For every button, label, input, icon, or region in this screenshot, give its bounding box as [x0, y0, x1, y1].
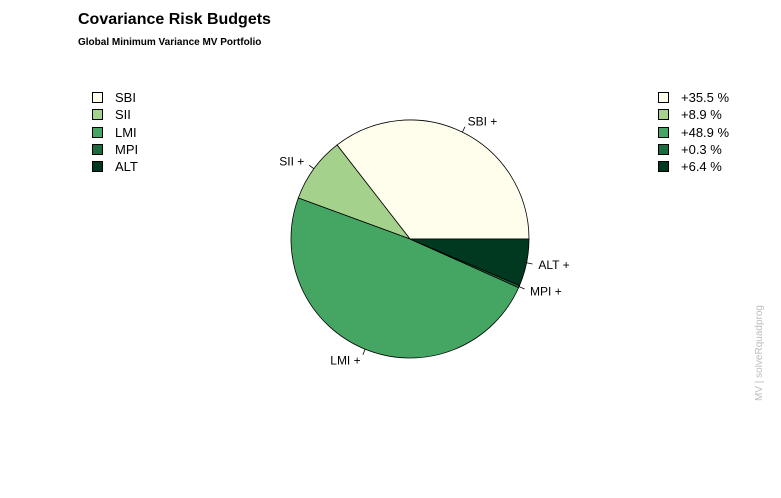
- legend-value-item: +8.9 %: [658, 106, 729, 123]
- slice-label-tick: [362, 349, 366, 355]
- legend-percentages: +35.5 % +8.9 % +48.9 % +0.3 % +6.4 %: [658, 89, 729, 175]
- slice-label: SBI +: [468, 114, 498, 128]
- chart-title: Covariance Risk Budgets: [78, 11, 271, 28]
- legend-label: MPI: [115, 142, 139, 158]
- slice-label: SII +: [279, 155, 304, 169]
- legend-value-item: +48.9 %: [658, 124, 729, 141]
- legend-item: ALT: [92, 158, 138, 175]
- slice-label: ALT +: [538, 258, 569, 272]
- legend-item: SII: [92, 106, 138, 123]
- legend-label: ALT: [115, 159, 138, 175]
- legend-value: +6.4 %: [681, 159, 722, 175]
- slice-label: MPI +: [530, 284, 562, 298]
- legend-label: SII: [115, 107, 131, 123]
- legend-label: SBI: [115, 90, 136, 106]
- legend-swatch: [658, 92, 669, 104]
- pie-slice-lmi: [290, 197, 520, 359]
- legend-value: +35.5 %: [681, 90, 730, 106]
- legend-swatch: [658, 161, 669, 173]
- legend-value: +8.9 %: [681, 107, 722, 123]
- legend-swatch: [92, 161, 103, 173]
- legend-swatch: [658, 126, 669, 138]
- legend-value-item: +0.3 %: [658, 141, 729, 158]
- solver-note: MV | solveRquadprog: [754, 305, 765, 401]
- legend-assets: SBI SII LMI MPI ALT: [92, 89, 138, 175]
- legend-value: +48.9 %: [681, 124, 730, 140]
- legend-swatch: [92, 126, 103, 138]
- legend-value-item: +6.4 %: [658, 158, 729, 175]
- slice-label: LMI +: [330, 353, 360, 367]
- legend-swatch: [92, 92, 103, 104]
- slice-label-tick: [526, 262, 533, 265]
- legend-value: +0.3 %: [681, 142, 722, 158]
- legend-value-item: +35.5 %: [658, 89, 729, 106]
- legend-swatch: [658, 144, 669, 156]
- chart-subtitle: Global Minimum Variance MV Portfolio: [78, 37, 262, 48]
- legend-label: LMI: [115, 124, 137, 140]
- legend-item: SBI: [92, 89, 138, 106]
- slice-label-tick: [461, 126, 466, 133]
- legend-swatch: [92, 144, 103, 156]
- legend-swatch: [658, 109, 669, 121]
- slice-label-tick: [518, 286, 525, 290]
- legend-item: LMI: [92, 124, 138, 141]
- legend-item: MPI: [92, 141, 138, 158]
- slice-label-tick: [308, 164, 315, 170]
- legend-swatch: [92, 109, 103, 121]
